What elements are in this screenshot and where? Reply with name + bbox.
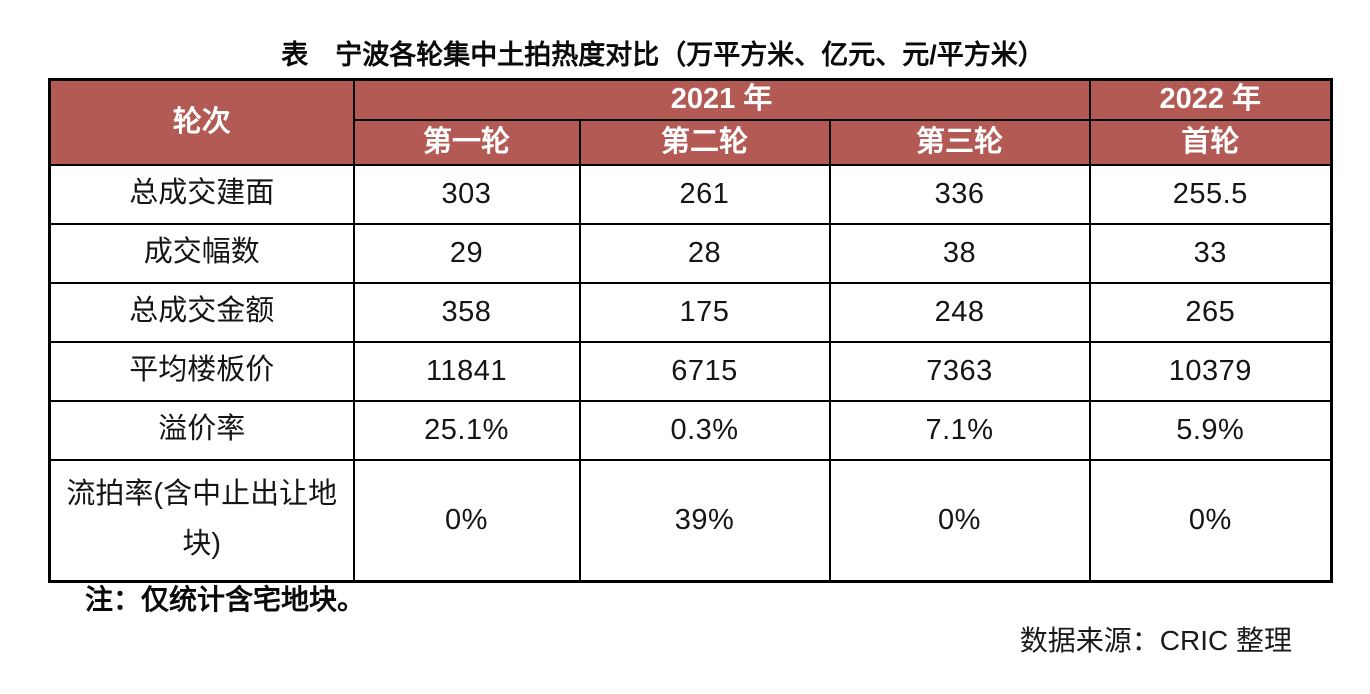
table-row: 总成交建面 303 261 336 255.5: [48, 163, 1333, 225]
data-cell: 25.1%: [352, 399, 581, 461]
row-label: 溢价率: [48, 399, 355, 461]
data-table: 轮次 2021 年 2022 年 第一轮 第二轮 第三轮 首轮 总成交建面 303…: [48, 78, 1334, 583]
year-header-2022: 2022 年: [1088, 78, 1333, 121]
row-label: 总成交建面: [48, 163, 355, 225]
data-cell: 39%: [578, 458, 831, 583]
data-cell: 261: [578, 163, 831, 225]
round-header-1: 第一轮: [352, 118, 581, 166]
table-body: 总成交建面 303 261 336 255.5 成交幅数 29 28 38 33 总成交金额 358 1…: [48, 163, 1333, 583]
data-cell: 10379: [1088, 340, 1333, 402]
page-title: 表 宁波各轮集中土拍热度对比（万平方米、亿元、元/平方米）: [281, 40, 1045, 70]
data-cell: 33: [1088, 222, 1333, 284]
row-label: 成交幅数: [48, 222, 355, 284]
title-row: 表 宁波各轮集中土拍热度对比（万平方米、亿元、元/平方米）: [48, 38, 1330, 72]
row-label: 流拍率(含中止出让地块): [48, 458, 355, 583]
data-cell: 248: [828, 281, 1091, 343]
round-header-2: 第二轮: [578, 118, 831, 166]
table-row: 溢价率 25.1% 0.3% 7.1% 5.9%: [48, 399, 1333, 461]
round-header-3: 第三轮: [828, 118, 1091, 166]
data-cell: 38: [828, 222, 1091, 284]
row-label: 平均楼板价: [48, 340, 355, 402]
data-cell: 29: [352, 222, 581, 284]
data-cell: 0.3%: [578, 399, 831, 461]
data-cell: 7363: [828, 340, 1091, 402]
data-cell: 175: [578, 281, 831, 343]
data-cell: 358: [352, 281, 581, 343]
data-cell: 0%: [828, 458, 1091, 583]
corner-header: 轮次: [48, 78, 355, 166]
year-header-2021: 2021 年: [352, 78, 1091, 121]
data-cell: 265: [1088, 281, 1333, 343]
data-cell: 303: [352, 163, 581, 225]
data-cell: 28: [578, 222, 831, 284]
data-cell: 7.1%: [828, 399, 1091, 461]
data-cell: 336: [828, 163, 1091, 225]
year-header-row: 轮次 2021 年 2022 年: [48, 78, 1333, 166]
data-cell: 255.5: [1088, 163, 1333, 225]
table-row: 成交幅数 29 28 38 33: [48, 222, 1333, 284]
data-cell: 0%: [1088, 458, 1333, 583]
footnote: 注：仅统计含宅地块。: [85, 584, 366, 615]
data-source: 数据来源：CRIC 整理: [1019, 625, 1292, 656]
data-cell: 0%: [352, 458, 581, 583]
row-label: 总成交金额: [48, 281, 355, 343]
table-row: 平均楼板价 11841 6715 7363 10379: [48, 340, 1333, 402]
data-cell: 11841: [352, 340, 581, 402]
table-row: 流拍率(含中止出让地块) 0% 39% 0% 0%: [48, 458, 1333, 583]
data-cell: 6715: [578, 340, 831, 402]
round-header-row: 第一轮 第二轮 第三轮 首轮: [50, 118, 1333, 166]
table-row: 总成交金额 358 175 248 265: [48, 281, 1333, 343]
table-header: 轮次 2021 年 2022 年 第一轮 第二轮 第三轮 首轮: [48, 78, 1333, 166]
round-header-first: 首轮: [1088, 118, 1333, 166]
data-cell: 5.9%: [1088, 399, 1333, 461]
